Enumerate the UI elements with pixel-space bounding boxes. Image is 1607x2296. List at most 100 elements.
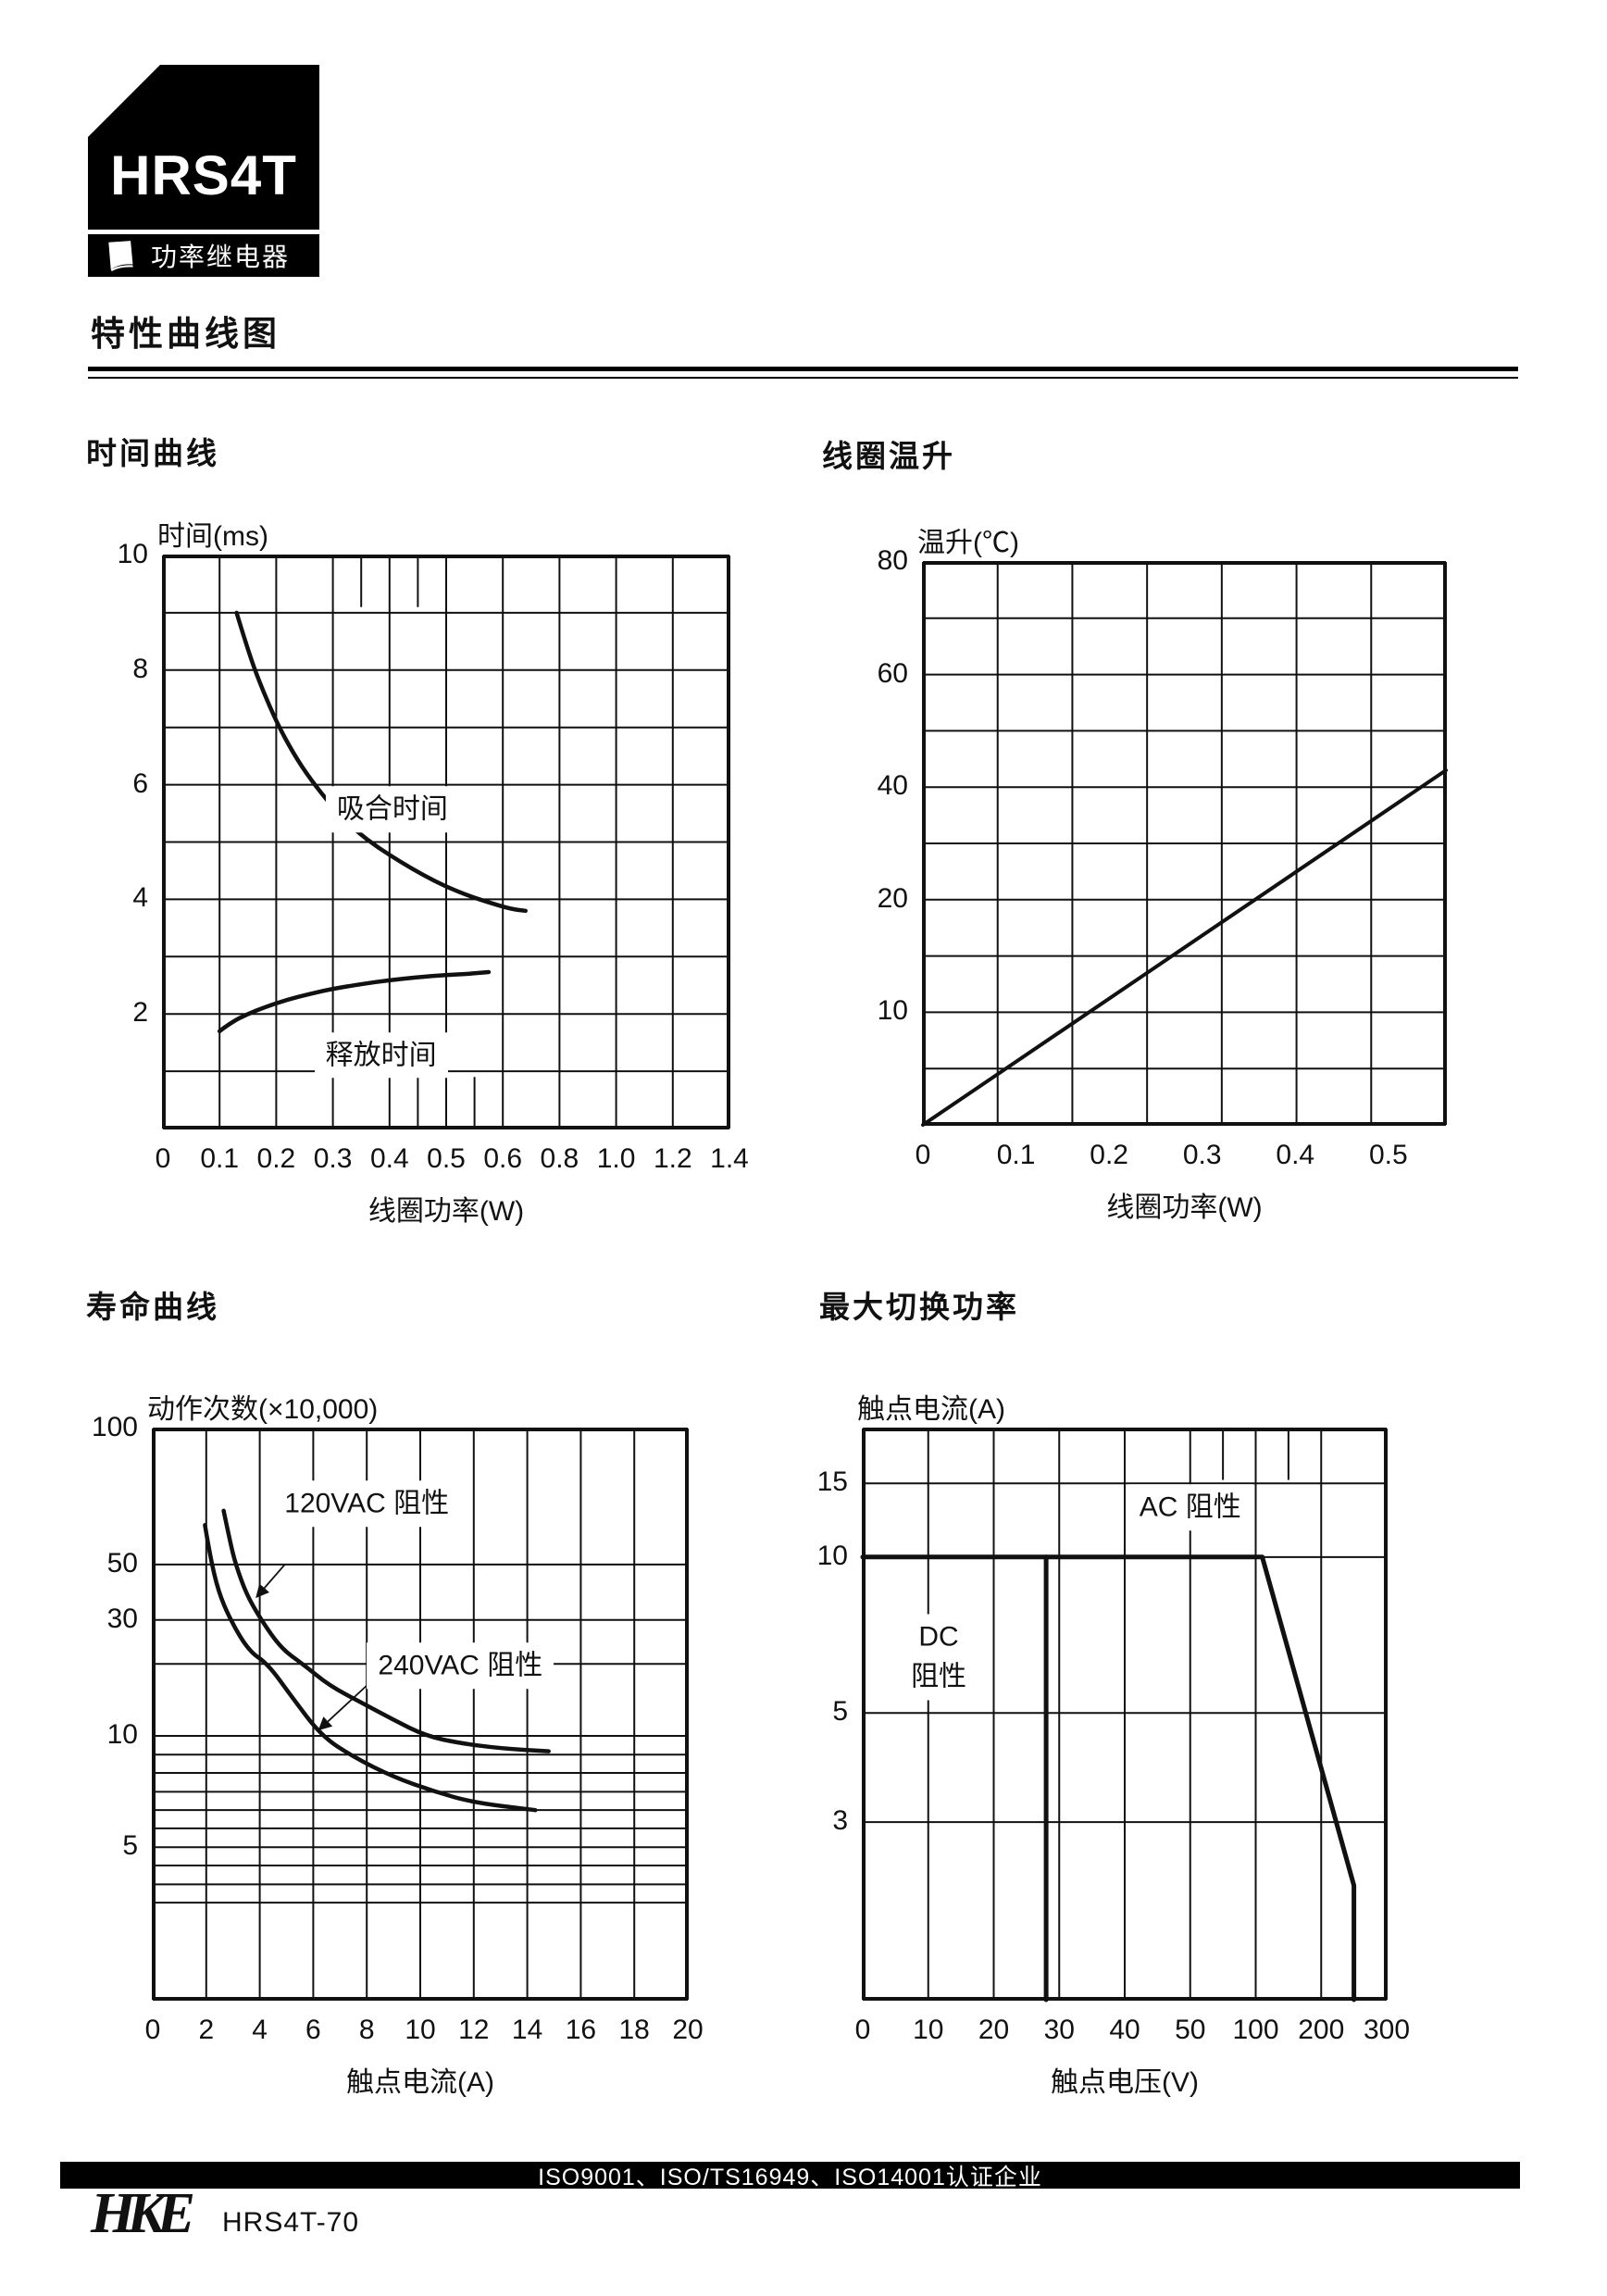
y-tick-label: 10 xyxy=(106,1718,138,1750)
chart-life-curve: 100 50 30 10 5 0 2 4 6 8 10 12 14 16 18 20 动作次数(×10,000)… xyxy=(92,1394,704,2098)
y-axis-title: 温升(℃) xyxy=(917,528,1019,558)
product-category-bar: 功率继电器 xyxy=(88,234,319,277)
curve-label: 240VAC 阻性 xyxy=(367,1642,554,1689)
iso-certification-bar: ISO9001、ISO/TS16949、ISO14001认证企业 xyxy=(60,2162,1520,2190)
y-tick-label: 5 xyxy=(122,1830,138,1862)
release-time-curve xyxy=(217,969,492,1034)
coil-temperature-rise-canvas xyxy=(921,561,1448,1127)
y-tick-label: 3 xyxy=(832,1805,848,1837)
x-tick-label: 0.3 xyxy=(313,1143,353,1174)
chart-coil-temp-rise: 80 60 40 20 10 0 0.1 0.2 0.3 0.4 0.5 温升(℃) 线圈功率(W) xyxy=(878,528,1448,1223)
x-tick-label: 200 xyxy=(1298,2015,1345,2045)
x-tick-label: 100 xyxy=(1232,2015,1279,2045)
y-axis-title: 触点电流(A) xyxy=(857,1394,1005,1425)
x-tick-label: 0.2 xyxy=(256,1143,296,1174)
x-tick-label: 30 xyxy=(1043,2015,1075,2045)
iso-certification-text: ISO9001、ISO/TS16949、ISO14001认证企业 xyxy=(538,2164,1042,2190)
callout-arrow xyxy=(255,1564,286,1599)
document-code: HRS4T-70 xyxy=(222,2207,360,2238)
x-tick-label: 0.3 xyxy=(1182,1140,1222,1170)
section-title-coil-temp-rise: 线圈温升 xyxy=(822,439,955,473)
y-tick-label: 6 xyxy=(132,767,148,799)
title-rule-thick xyxy=(88,367,1518,371)
y-tick-label: 15 xyxy=(816,1466,848,1498)
y-tick-label: 20 xyxy=(877,882,908,914)
section-title-life-curve: 寿命曲线 xyxy=(86,1290,219,1324)
x-tick-label: 0.6 xyxy=(483,1143,523,1174)
x-tick-label: 6 xyxy=(305,2015,321,2045)
x-axis-title: 线圈功率(W) xyxy=(367,1196,525,1227)
x-tick-label: 14 xyxy=(511,2015,543,2045)
y-tick-label: 5 xyxy=(832,1696,848,1728)
x-tick-label: 0.4 xyxy=(369,1143,409,1174)
x-tick-label: 20 xyxy=(672,2015,704,2045)
x-tick-label: 2 xyxy=(198,2015,215,2045)
curve-label: AC 阻性 xyxy=(1127,1484,1252,1530)
y-tick-label: 4 xyxy=(132,882,148,914)
y-tick-label: 100 xyxy=(91,1412,138,1442)
chart-time-curve: 10 8 6 4 2 0 0.1 0.2 0.3 0.4 0.5 0.6 0.8 1.0 1.2 1.4 时间(… xyxy=(118,521,749,1227)
max-switching-power-canvas xyxy=(860,1428,1388,2003)
curve-label: 释放时间 xyxy=(314,1032,448,1079)
x-tick-label: 20 xyxy=(978,2015,1010,2045)
section-title-max-switching-power: 最大切换功率 xyxy=(819,1290,1019,1324)
chart-max-switching-power: 15 10 5 3 0 10 20 30 40 50 100 200 300 触点电流(A) 触点电压(V)… xyxy=(817,1394,1410,2098)
x-tick-label: 0.5 xyxy=(1368,1140,1408,1170)
x-tick-label: 50 xyxy=(1175,2015,1206,2045)
x-tick-label: 12 xyxy=(458,2015,490,2045)
book-icon xyxy=(103,239,138,272)
x-tick-label: 300 xyxy=(1363,2015,1411,2045)
y-tick-label: 60 xyxy=(877,657,908,689)
section-title-time-curve: 时间曲线 xyxy=(86,436,219,470)
y-tick-label: 10 xyxy=(877,995,908,1027)
operate-time-curve xyxy=(234,610,528,914)
temperature-rise-line xyxy=(921,768,1448,1127)
x-tick-label: 0 xyxy=(155,1143,171,1174)
x-tick-label: 0 xyxy=(854,2015,871,2045)
brand-product-name: HRS4T xyxy=(110,144,297,206)
curve-label: 吸合时间 xyxy=(325,786,459,832)
x-tick-label: 0.4 xyxy=(1276,1140,1315,1170)
x-axis-title: 触点电压(V) xyxy=(1051,2067,1199,2098)
life-120vac-curve xyxy=(221,1508,551,1753)
life-240vac-curve xyxy=(203,1523,538,1813)
x-tick-label: 1.0 xyxy=(596,1143,636,1174)
title-rule-thin xyxy=(88,377,1518,379)
x-tick-label: 0.2 xyxy=(1090,1140,1128,1170)
x-tick-label: 16 xyxy=(565,2015,597,2045)
y-tick-label: 80 xyxy=(877,545,908,576)
x-tick-label: 10 xyxy=(913,2015,944,2045)
x-tick-label: 1.4 xyxy=(710,1143,749,1174)
life-curve-canvas xyxy=(152,1428,689,2001)
y-axis-title: 时间(ms) xyxy=(157,521,268,552)
x-axis-title: 线圈功率(W) xyxy=(1106,1192,1263,1223)
y-tick-label: 2 xyxy=(132,997,148,1029)
x-tick-label: 0.1 xyxy=(996,1140,1036,1170)
x-tick-label: 18 xyxy=(618,2015,650,2045)
x-tick-label: 40 xyxy=(1109,2015,1140,2045)
x-tick-label: 0.1 xyxy=(200,1143,240,1174)
callout-arrow xyxy=(318,1677,376,1731)
x-tick-label: 4 xyxy=(252,2015,268,2045)
y-axis-title: 动作次数(×10,000) xyxy=(147,1394,379,1425)
brand-logo: HRS4T xyxy=(88,65,319,230)
x-tick-label: 0 xyxy=(915,1140,931,1170)
curve-label: 120VAC 阻性 xyxy=(273,1480,461,1528)
page-title: 特性曲线图 xyxy=(91,315,280,353)
time-curve-canvas xyxy=(162,555,730,1129)
x-tick-label: 0.5 xyxy=(427,1143,466,1174)
x-axis-title: 触点电流(A) xyxy=(346,2067,494,2098)
curve-label: DC 阻性 xyxy=(900,1614,978,1701)
y-tick-label: 10 xyxy=(816,1540,848,1571)
product-category-label: 功率继电器 xyxy=(151,243,291,271)
x-tick-label: 0.8 xyxy=(540,1143,579,1174)
y-tick-label: 10 xyxy=(117,539,148,569)
y-tick-label: 50 xyxy=(106,1547,138,1578)
x-tick-label: 1.2 xyxy=(653,1143,692,1174)
hke-logo: HKE xyxy=(91,2182,195,2245)
x-tick-label: 10 xyxy=(405,2015,436,2045)
x-tick-label: 8 xyxy=(358,2015,375,2045)
y-tick-label: 40 xyxy=(877,770,908,802)
y-tick-label: 30 xyxy=(106,1603,138,1634)
